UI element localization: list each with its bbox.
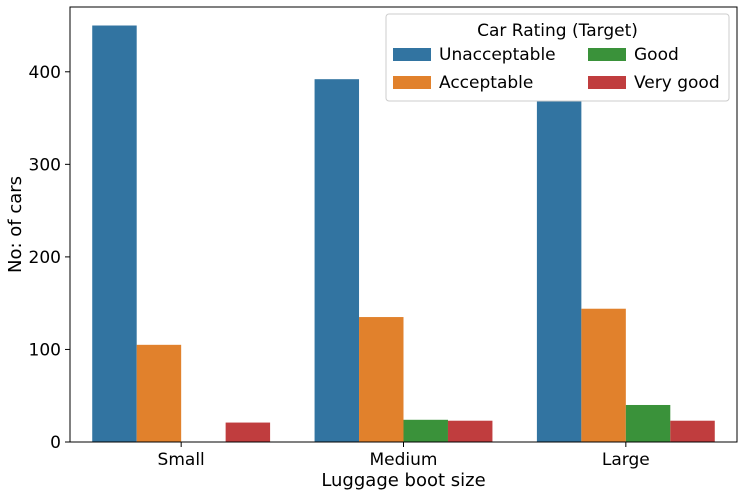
- legend-frame: [385, 13, 730, 102]
- y-tick-label: 200: [29, 248, 61, 268]
- bar-acceptable-small: [136, 344, 182, 442]
- legend-entry-label: Unacceptable: [439, 45, 556, 65]
- legend-entry-label: Acceptable: [439, 73, 533, 93]
- bar-acceptable-large: [581, 308, 626, 442]
- legend-swatch: [393, 48, 431, 61]
- y-axis-label: No: of cars: [5, 176, 26, 273]
- y-tick-label: 0: [50, 433, 61, 453]
- y-tick-label: 100: [29, 340, 61, 360]
- bar-good-large: [625, 404, 671, 442]
- legend-swatch: [393, 76, 431, 89]
- x-axis-label: Luggage boot size: [321, 470, 485, 491]
- bar-good-medium: [403, 419, 448, 442]
- legend-entry-label: Good: [634, 45, 679, 65]
- bar-unacceptable-medium: [314, 79, 360, 442]
- bar-very-good-small: [225, 422, 271, 442]
- y-tick-label: 300: [29, 155, 61, 175]
- axes: 0 100 200 300 400 Small Medium Large: [29, 6, 738, 470]
- bar-very-good-medium: [447, 420, 493, 442]
- y-tick-label: 400: [29, 63, 61, 83]
- legend: Car Rating (Target) Unacceptable Acceptab…: [385, 13, 730, 102]
- bar-unacceptable-large: [536, 101, 582, 443]
- bar-unacceptable-small: [92, 25, 137, 442]
- legend-swatch: [588, 76, 626, 89]
- bars: [92, 25, 715, 443]
- legend-swatch: [588, 48, 626, 61]
- legend-entry-label: Very good: [634, 73, 720, 93]
- x-tick-label: Large: [602, 450, 650, 470]
- bar-acceptable-medium: [359, 317, 404, 442]
- x-tick-label: Small: [158, 450, 205, 470]
- x-tick-label: Medium: [370, 450, 438, 470]
- bar-very-good-large: [670, 420, 715, 442]
- legend-title: Car Rating (Target): [477, 21, 638, 41]
